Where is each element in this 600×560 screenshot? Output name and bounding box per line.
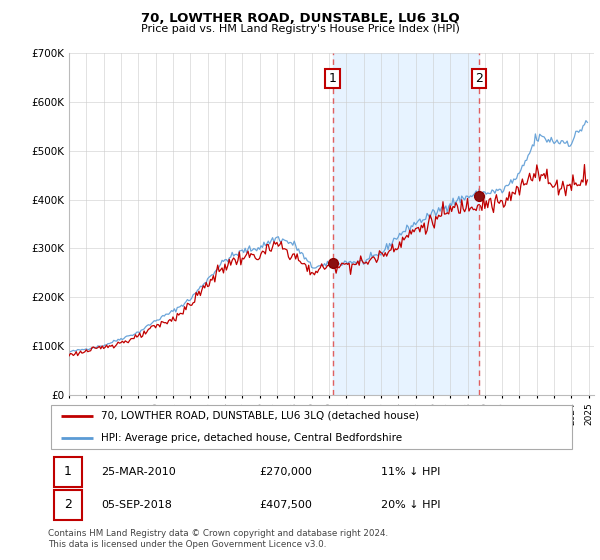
Text: 2: 2 [64,498,72,511]
Text: 20% ↓ HPI: 20% ↓ HPI [380,500,440,510]
FancyBboxPatch shape [50,405,572,449]
Text: 05-SEP-2018: 05-SEP-2018 [101,500,172,510]
Text: HPI: Average price, detached house, Central Bedfordshire: HPI: Average price, detached house, Cent… [101,433,402,444]
FancyBboxPatch shape [54,490,82,520]
Text: £407,500: £407,500 [259,500,312,510]
Text: 2: 2 [475,72,483,85]
Text: 70, LOWTHER ROAD, DUNSTABLE, LU6 3LQ (detached house): 70, LOWTHER ROAD, DUNSTABLE, LU6 3LQ (de… [101,410,419,421]
Bar [332,53,479,395]
Text: £270,000: £270,000 [259,467,312,477]
Text: 1: 1 [329,72,337,85]
Text: 11% ↓ HPI: 11% ↓ HPI [380,467,440,477]
Text: Contains HM Land Registry data © Crown copyright and database right 2024.
This d: Contains HM Land Registry data © Crown c… [48,529,388,549]
Text: 25-MAR-2010: 25-MAR-2010 [101,467,176,477]
Text: Price paid vs. HM Land Registry's House Price Index (HPI): Price paid vs. HM Land Registry's House … [140,24,460,34]
Text: 1: 1 [64,465,72,478]
FancyBboxPatch shape [54,457,82,487]
Text: 70, LOWTHER ROAD, DUNSTABLE, LU6 3LQ: 70, LOWTHER ROAD, DUNSTABLE, LU6 3LQ [140,12,460,25]
